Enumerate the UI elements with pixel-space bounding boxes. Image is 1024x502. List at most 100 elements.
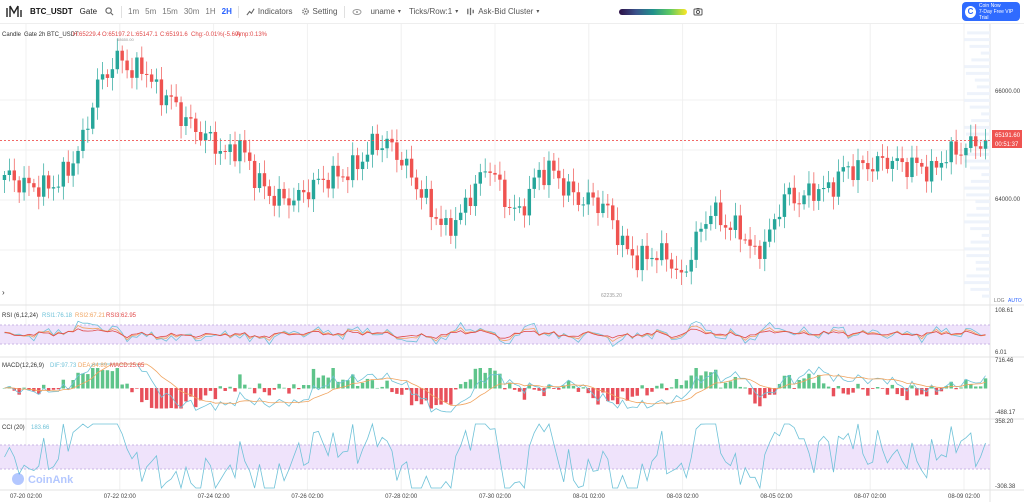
macd-histogram-bar <box>365 378 370 389</box>
volume-profile-bar <box>971 119 990 123</box>
macd-pane <box>2 363 988 413</box>
candle-body <box>503 179 507 207</box>
macd-histogram-bar <box>409 388 414 406</box>
volume-profile-bar <box>975 267 990 271</box>
timeframe-15m[interactable]: 15m <box>162 7 178 16</box>
candle-body <box>326 179 330 189</box>
indicators-button[interactable]: Indicators <box>242 7 297 16</box>
macd-histogram-bar <box>841 388 846 394</box>
macd-histogram-bar <box>149 388 154 408</box>
macd-histogram-bar <box>404 388 409 390</box>
volume-profile-bar <box>964 65 990 69</box>
eye-icon[interactable] <box>352 8 362 16</box>
candle-body <box>311 179 316 200</box>
macd-histogram-bar <box>851 388 855 393</box>
candle-body <box>684 271 689 273</box>
candle-body <box>846 166 850 168</box>
auto-toggle[interactable]: AUTO <box>1008 298 1022 304</box>
timeframe-5m[interactable]: 5m <box>145 7 157 16</box>
candle-body <box>856 160 860 181</box>
setting-button[interactable]: Setting <box>297 7 342 16</box>
candle-body <box>414 177 419 190</box>
candle-body <box>939 162 944 168</box>
macd-histogram-bar <box>905 388 909 401</box>
cluster-dropdown[interactable]: Ask-Bid Cluster ▾ <box>462 7 543 16</box>
ticks-label: Ticks/Row:1 <box>408 7 453 16</box>
macd-histogram-bar <box>228 386 232 389</box>
candle-body <box>478 172 483 184</box>
camera-icon[interactable] <box>693 7 703 16</box>
candle-body <box>851 166 855 181</box>
timeframe-1m[interactable]: 1m <box>128 7 140 16</box>
candle-body <box>601 203 605 214</box>
macd-histogram-bar <box>434 388 438 406</box>
candle-body <box>248 152 252 161</box>
rsi-params: (6,12,24) <box>14 313 38 319</box>
candle-body <box>959 154 963 156</box>
candle-body <box>787 187 792 195</box>
candle-body <box>174 96 178 103</box>
heatmap-color-scale[interactable] <box>619 8 688 15</box>
macd-histogram-bar <box>71 380 75 389</box>
candle-body <box>267 186 272 196</box>
volume-profile-bar <box>975 200 990 204</box>
candle-body <box>7 170 12 175</box>
volume-profile-bar <box>964 159 990 163</box>
chevron-down-icon: ▾ <box>536 9 540 15</box>
candle-body <box>748 239 752 246</box>
cluster-icon <box>467 7 475 16</box>
candle-body <box>409 158 414 178</box>
volume-profile-bar <box>970 179 990 183</box>
time-axis-label: 08-07 02:00 <box>854 494 887 500</box>
candle-body <box>507 206 512 208</box>
candle-body <box>56 186 61 188</box>
macd-histogram-bar <box>640 385 644 389</box>
macd-histogram-bar <box>306 385 311 389</box>
macd-histogram-bar <box>282 387 286 389</box>
candle-body <box>2 175 7 180</box>
volume-profile-bar <box>966 193 990 197</box>
macd-histogram-bar <box>169 388 173 409</box>
user-dropdown[interactable]: uname ▾ <box>366 7 404 16</box>
macd-histogram-bar <box>76 372 80 389</box>
countdown-tag <box>992 139 1022 148</box>
macd-histogram-bar <box>723 382 728 389</box>
expand-arrow-icon[interactable]: › <box>2 288 5 297</box>
candle-body <box>880 156 885 158</box>
volume-profile-bar <box>982 294 990 298</box>
search-icon[interactable] <box>105 7 114 16</box>
macd-histogram-bar <box>203 388 208 396</box>
watermark-text: CoinAnk <box>28 474 74 486</box>
macd-histogram-bar <box>777 383 782 389</box>
macd-histogram-bar <box>900 388 904 396</box>
log-toggle[interactable]: LOG <box>994 298 1005 304</box>
macd-histogram-bar <box>910 385 914 389</box>
timeframe-1h[interactable]: 1H <box>205 7 216 16</box>
timeframe-30m[interactable]: 30m <box>183 7 200 16</box>
symbol-selector[interactable]: BTC_USDT Gate <box>26 7 101 16</box>
macd-histogram-bar <box>311 368 316 389</box>
macd-histogram-bar <box>120 384 124 389</box>
ticks-per-row-dropdown[interactable]: Ticks/Row:1 ▾ <box>405 7 462 16</box>
macd-histogram-bar <box>738 386 742 389</box>
candle-body <box>262 173 267 187</box>
macd-histogram-bar <box>252 388 257 394</box>
candle-body <box>522 206 527 216</box>
vip-trial-button[interactable]: C Coin Now 7-Day Free VIP Trial <box>962 2 1020 21</box>
timeframe-2h[interactable]: 2H <box>221 7 232 16</box>
candle-body <box>208 131 213 134</box>
macd-histogram-bar <box>890 384 895 389</box>
candle-body <box>738 215 742 240</box>
macd-histogram-bar <box>718 387 723 389</box>
candle-body <box>875 156 880 172</box>
volume-profile-bar <box>966 274 990 278</box>
change-value: Chg:-0.01%(-5.60) <box>191 32 240 38</box>
candle-body <box>105 74 110 78</box>
candle-body <box>331 165 335 189</box>
chart-area[interactable]: Candle Gate 2h BTC_USDT H:65229.4 O:6519… <box>0 24 1024 502</box>
macd-dea-line <box>4 363 986 406</box>
candle-body <box>282 188 286 199</box>
macd-histogram-bar <box>807 373 811 389</box>
candle-body <box>125 60 129 71</box>
volume-profile-bar <box>964 247 990 251</box>
